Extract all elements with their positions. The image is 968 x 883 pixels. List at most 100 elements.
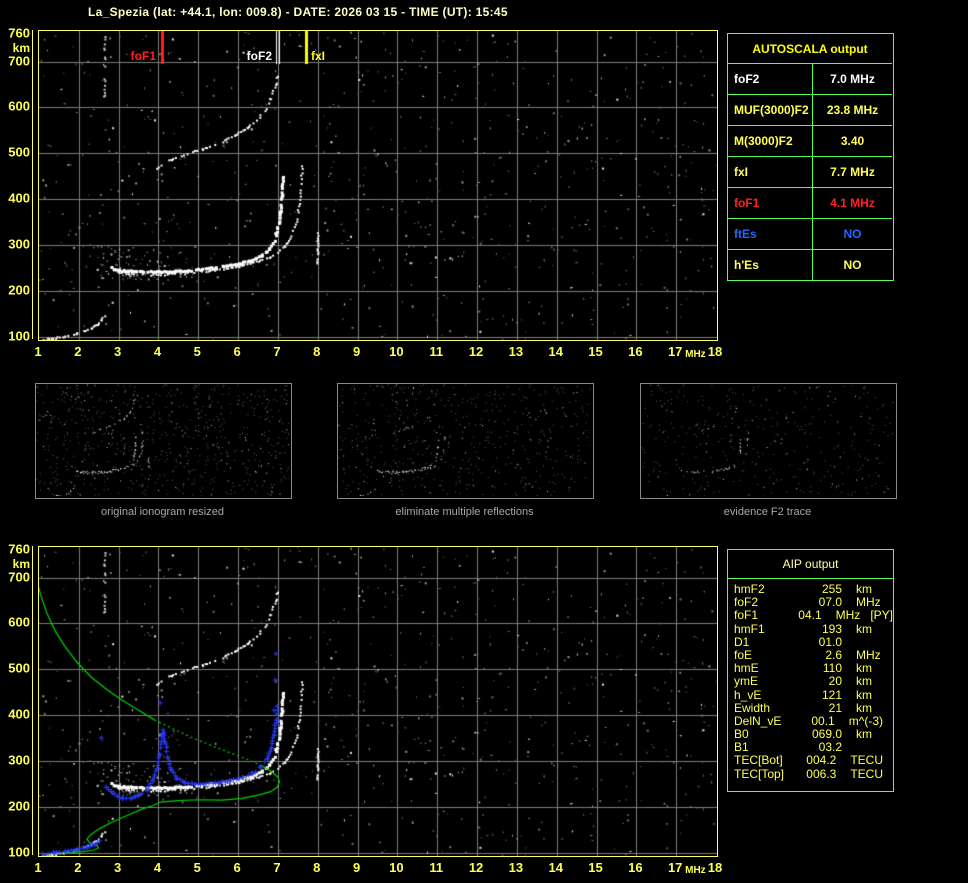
autoscala-table-header: AUTOSCALA output	[728, 34, 892, 64]
y-tick-label: 700	[8, 569, 30, 585]
y-tick-label: 400	[8, 190, 30, 206]
x-tick-label: 13	[508, 344, 524, 359]
x-tick-label: 3	[114, 860, 122, 875]
y-tick-label: 600	[8, 98, 30, 114]
aip-row: B1 03.2	[734, 740, 842, 755]
fof1-marker-label: foF1	[130, 49, 156, 63]
aip-table-header: AIP output	[728, 550, 893, 579]
y-tick-label: 760	[8, 541, 30, 557]
autoscala-row-label: foF2	[728, 64, 813, 95]
x-tick-label: 5	[193, 860, 201, 875]
autoscala-row-label: h'Es	[728, 250, 813, 280]
y-tick-label: 760	[8, 25, 30, 41]
x-tick-label: 3	[114, 344, 122, 359]
fxi-marker-label: fxI	[311, 49, 326, 63]
panel-eliminate-reflections	[337, 383, 594, 499]
panel-caption: original ionogram resized	[101, 506, 224, 518]
aip-table-rows: hmF2 255 km foF2 07.0 MHz foF1 04.1 MHz [PY] hm…	[728, 579, 893, 781]
bottom-ionogram-chart: 760 700 600 500 400 300 200 100 km 1 2 3 4 5 6 7 8 9 10 11 1…	[0, 541, 968, 879]
autoscala-row-value: 3.40	[813, 126, 892, 157]
x-tick-label: 18	[707, 344, 723, 359]
y-tick-label: 500	[8, 660, 30, 676]
x-tick-label: 7	[273, 860, 281, 875]
autoscala-row-label: fxI	[728, 157, 813, 188]
x-tick-label: 8	[313, 860, 321, 875]
autoscala-row-label: M(3000)F2	[728, 126, 813, 157]
autoscala-row-value: 7.7 MHz	[813, 157, 892, 188]
x-tick-label: 11	[429, 344, 444, 359]
x-tick-label: 13	[508, 860, 524, 875]
aip-row: D1 01.0	[734, 634, 842, 649]
x-tick-label: 2	[74, 860, 82, 875]
aip-row: hmF2 255 km	[734, 582, 872, 596]
autoscala-row-label: ftEs	[728, 219, 813, 250]
x-tick-label: 9	[352, 860, 361, 875]
x-tick-label: 4	[153, 344, 162, 359]
panel-canvas	[641, 384, 894, 496]
x-tick-label: 14	[548, 860, 563, 875]
aip-row: TEC[Bot] 004.2 TECU	[734, 753, 883, 768]
aip-row: foE 2.6 MHz	[734, 647, 881, 662]
autoscala-row-value: 7.0 MHz	[813, 64, 892, 95]
x-tick-label: 1	[34, 860, 42, 875]
aip-row: TEC[Top] 006.3 TECU	[734, 766, 883, 781]
panel-caption: evidence F2 trace	[723, 506, 812, 518]
y-tick-label: 100	[8, 844, 30, 860]
x-tick-label: 10	[389, 344, 404, 359]
aip-row: DelN_vE 00.1 m^(-3)	[734, 713, 883, 728]
x-tick-label: 18	[707, 860, 723, 875]
panel-canvas	[338, 384, 591, 496]
panel-canvas	[36, 384, 289, 496]
y-axis-unit-label: km	[12, 41, 30, 55]
panel-evidence-f2-trace	[640, 383, 897, 499]
x-tick-label: 17	[667, 860, 683, 875]
x-tick-label: 15	[588, 344, 603, 359]
y-tick-label: 400	[8, 706, 30, 722]
x-axis-unit-label: MHz	[685, 349, 706, 360]
aip-row: hmE 110 km	[734, 661, 872, 676]
aip-row: h_vE 121 km	[734, 687, 872, 702]
x-tick-label: 2	[74, 344, 82, 359]
autoscala-row-value: NO	[843, 258, 862, 272]
x-tick-label: 11	[429, 860, 444, 875]
x-tick-label: 6	[233, 860, 241, 875]
y-tick-label: 100	[8, 328, 30, 344]
x-tick-label: 4	[153, 860, 162, 875]
y-tick-label: 700	[8, 53, 30, 69]
panel-caption: eliminate multiple reflections	[395, 506, 534, 518]
y-tick-label: 600	[8, 614, 30, 630]
y-axis-line	[32, 546, 33, 855]
autoscala-row-value: NO	[813, 219, 892, 250]
fof2-marker-label: foF2	[246, 49, 272, 63]
aip-row: foF2 07.0 MHz	[734, 595, 881, 610]
x-tick-label: 6	[233, 344, 241, 359]
x-tick-label: 8	[313, 344, 321, 359]
autoscala-row-label: MUF(3000)F2	[728, 95, 813, 126]
x-tick-label: 16	[628, 860, 643, 875]
x-tick-label: 7	[273, 344, 281, 359]
x-tick-label: 15	[588, 860, 603, 875]
y-tick-label: 200	[8, 282, 30, 298]
y-tick-label: 300	[8, 236, 30, 252]
x-axis-unit-label: MHz	[685, 865, 706, 876]
x-tick-label: 16	[628, 344, 643, 359]
x-tick-label: 10	[389, 860, 404, 875]
autoscala-output-table: AUTOSCALA output foF2 7.0 MHz MUF(3000)F…	[727, 33, 894, 281]
aip-row: B0 069.0 km	[734, 727, 872, 742]
y-tick-label: 200	[8, 798, 30, 814]
y-axis-line	[32, 30, 33, 339]
panel-original-ionogram	[35, 383, 292, 499]
aip-output-table: AIP output hmF2 255 km foF2 07.0 MHz foF1 04.…	[727, 549, 894, 792]
x-tick-label: 9	[352, 344, 361, 359]
aip-row: foF1 04.1 MHz [PY]	[734, 608, 893, 623]
bottom-ionogram-canvas	[38, 546, 718, 857]
aip-row: hmF1 193 km	[734, 621, 872, 636]
y-tick-label: 500	[8, 144, 30, 160]
page-title: La_Spezia (lat: +44.1, lon: 009.8) - DAT…	[88, 5, 508, 19]
x-tick-label: 5	[193, 344, 201, 359]
y-tick-label: 300	[8, 752, 30, 768]
x-tick-label: 12	[468, 860, 484, 875]
autoscala-row-value: 4.1 MHz	[813, 188, 892, 219]
x-tick-label: 1	[34, 344, 42, 359]
